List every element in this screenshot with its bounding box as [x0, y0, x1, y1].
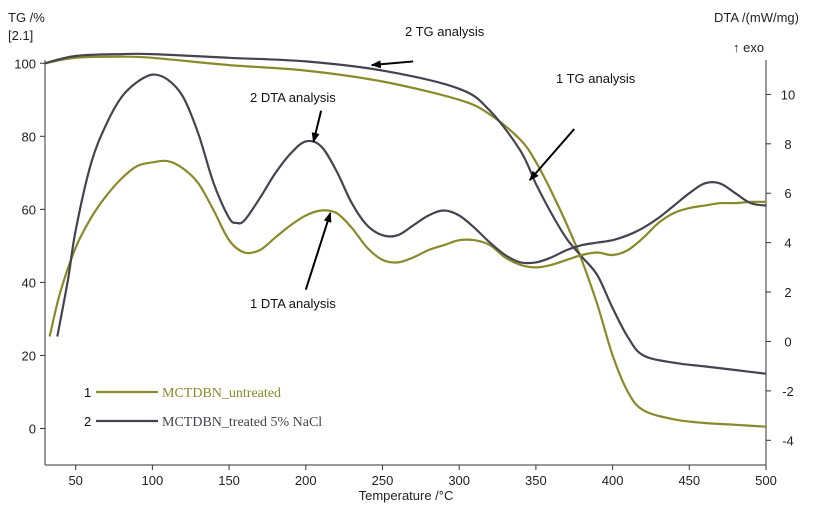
dta-curve-untreated [48, 159, 767, 337]
curves [44, 52, 767, 428]
x-tick-label: 400 [602, 473, 624, 488]
y-left-label: TG /% [8, 10, 45, 25]
legend: 1 MCTDBN_untreated 2 MCTDBN_treated 5% NaCl [84, 385, 322, 430]
x-tick-label: 350 [525, 473, 547, 488]
dta-curve-treated [56, 73, 767, 337]
y-left-tick-label: 100 [14, 56, 36, 71]
annotation-label: 2 TG analysis [405, 24, 485, 39]
y-right-tick-label: -2 [782, 384, 794, 399]
annotation-label: 1 DTA analysis [250, 296, 336, 311]
x-tick-label: 150 [218, 473, 240, 488]
y-right-tick-label: -4 [782, 433, 794, 448]
annotation-arrow [311, 110, 323, 143]
x-tick-label: 200 [295, 473, 317, 488]
x-tick-label: 300 [448, 473, 470, 488]
x-tick-label: 500 [755, 473, 777, 488]
annotations: 2 TG analysis 1 TG analysis 2 DTA analysis… [250, 24, 636, 311]
x-tick-label: 100 [142, 473, 164, 488]
y-right-tick-label: 10 [781, 87, 795, 102]
legend-number: 1 [84, 385, 91, 400]
tg-curve-treated [44, 52, 767, 375]
y-left-tick-label: 80 [22, 129, 36, 144]
y-right-tick-label: 4 [784, 236, 791, 251]
legend-label: MCTDBN_treated 5% NaCl [162, 415, 322, 430]
annotation-label: 2 DTA analysis [250, 90, 336, 105]
legend-label: MCTDBN_untreated [162, 386, 281, 401]
y-right-tick-label: 0 [784, 334, 791, 349]
x-tick-label: 50 [68, 473, 82, 488]
y-right-tick-label: 6 [784, 186, 791, 201]
x-tick-label: 450 [678, 473, 700, 488]
annotation-arrow [529, 128, 575, 181]
tg-curve-untreated [44, 55, 767, 428]
y-left-tick-label: 20 [22, 348, 36, 363]
y-right-sublabel: ↑ exo [733, 40, 764, 55]
x-axis-label: Temperature /°C [359, 488, 454, 503]
y-left-tick-label: 40 [22, 275, 36, 290]
x-tick-label: 250 [372, 473, 394, 488]
y-left-sublabel: [2.1] [8, 28, 33, 43]
y-left-tick-label: 60 [22, 202, 36, 217]
axes: 50 100 150 200 250 300 350 400 450 50002040608010… [14, 56, 795, 488]
annotation-label: 1 TG analysis [556, 71, 636, 86]
y-left-tick-label: 0 [29, 421, 36, 436]
annotation-arrow [304, 212, 332, 291]
legend-number: 2 [84, 414, 91, 429]
annotation-arrow [370, 60, 414, 69]
y-right-label: DTA /(mW/mg) [714, 10, 799, 25]
y-right-tick-label: 2 [784, 285, 791, 300]
y-right-tick-label: 8 [784, 137, 791, 152]
